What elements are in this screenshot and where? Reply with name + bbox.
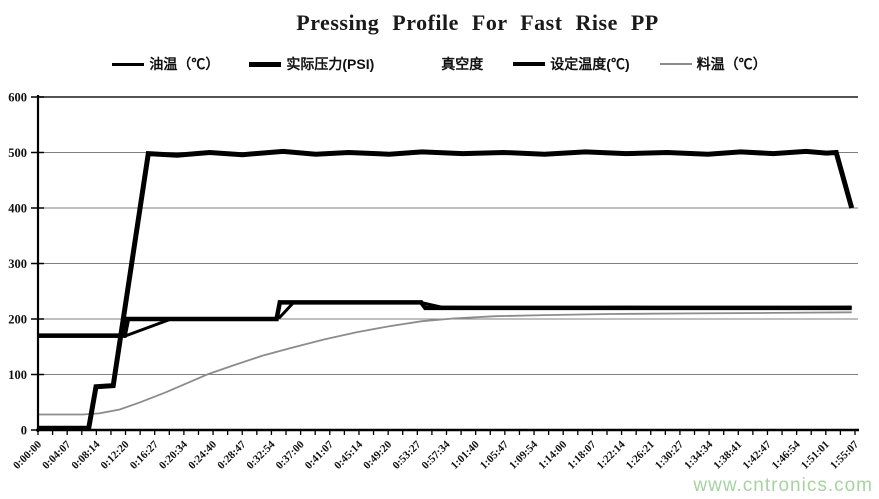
legend-swatch-actual-pressure <box>249 61 282 67</box>
x-axis-tick-label: 0:24:40 <box>186 438 219 471</box>
x-axis-tick-label: 0:20:34 <box>157 438 190 471</box>
y-axis-tick-label: 300 <box>8 257 27 271</box>
legend-label-vacuum: 真空度 <box>441 56 484 72</box>
y-axis-tick-label: 500 <box>8 146 27 160</box>
x-axis-tick-label: 1:18:07 <box>565 438 598 471</box>
x-axis-tick-label: 1:26:21 <box>624 439 657 472</box>
x-axis-tick-label: 1:22:14 <box>595 438 628 471</box>
y-axis-tick-label: 200 <box>8 313 27 327</box>
x-axis-tick-label: 1:51:01 <box>799 439 832 472</box>
legend-label-oil-temp: 油温（℃） <box>149 56 220 72</box>
chart-legend: 油温（℃） 实际压力(PSI) 真空度 设定温度(℃) 料温（℃） <box>0 54 879 74</box>
x-axis-tick-label: 1:46:54 <box>770 438 803 471</box>
x-axis-tick-label: 0:28:47 <box>215 438 248 471</box>
x-axis-tick-label: 0:41:07 <box>303 438 336 471</box>
series-line-material-temp <box>38 311 852 416</box>
legend-item-oil-temp: 油温（℃） <box>112 54 219 74</box>
x-axis-tick-label: 0:00:00 <box>11 438 44 471</box>
y-axis-tick-label: 400 <box>8 202 27 216</box>
legend-swatch-vacuum <box>404 62 437 66</box>
x-axis-tick-label: 1:38:41 <box>711 439 744 472</box>
x-axis-tick-label: 0:57:34 <box>420 438 453 471</box>
x-axis-tick-label: 1:01:40 <box>449 438 482 471</box>
watermark: www.cntronics.com <box>693 475 873 496</box>
legend-item-vacuum: 真空度 <box>404 54 483 74</box>
y-axis-tick-label: 600 <box>8 91 27 105</box>
x-axis-tick-label: 1:05:47 <box>478 438 511 471</box>
x-axis-tick-label: 0:37:00 <box>274 438 307 471</box>
x-axis-tick-label: 1:09:54 <box>507 438 540 471</box>
legend-label-material-temp: 料温（℃） <box>696 56 767 72</box>
x-axis-tick-label: 0:16:27 <box>128 438 161 471</box>
x-axis-tick-label: 0:32:54 <box>244 438 277 471</box>
y-axis-tick-label: 100 <box>8 368 27 382</box>
legend-label-set-temp: 设定温度(℃) <box>550 56 630 72</box>
legend-swatch-material-temp <box>659 63 692 65</box>
chart-title: Pressing Profile For Fast Rise PP <box>296 10 659 35</box>
legend-swatch-set-temp <box>513 61 546 67</box>
x-axis-tick-label: 0:08:14 <box>69 438 102 471</box>
x-axis-tick-label: 0:53:27 <box>390 438 423 471</box>
x-axis-tick-label: 0:04:07 <box>40 438 73 471</box>
legend-item-actual-pressure: 实际压力(PSI) <box>249 54 374 74</box>
x-axis-tick-label: 1:30:27 <box>653 438 686 471</box>
legend-item-material-temp: 料温（℃） <box>659 54 767 74</box>
series-line-set-temp <box>38 300 852 338</box>
x-axis-tick-label: 1:34:34 <box>682 438 715 471</box>
legend-label-actual-pressure: 实际压力(PSI) <box>286 56 375 72</box>
x-axis-tick-label: 0:45:14 <box>332 438 365 471</box>
series-line-actual-pressure <box>38 148 855 431</box>
legend-swatch-oil-temp <box>112 62 145 66</box>
x-axis-tick-label: 1:14:00 <box>536 438 569 471</box>
x-axis-tick-label: 0:12:20 <box>99 438 132 471</box>
x-axis-tick-label: 1:42:47 <box>740 438 773 471</box>
legend-item-set-temp: 设定温度(℃) <box>513 54 630 74</box>
x-axis-tick-label: 1:55:07 <box>828 438 861 471</box>
y-axis-tick-label: 0 <box>21 424 27 438</box>
x-axis-tick-label: 0:49:20 <box>361 438 394 471</box>
